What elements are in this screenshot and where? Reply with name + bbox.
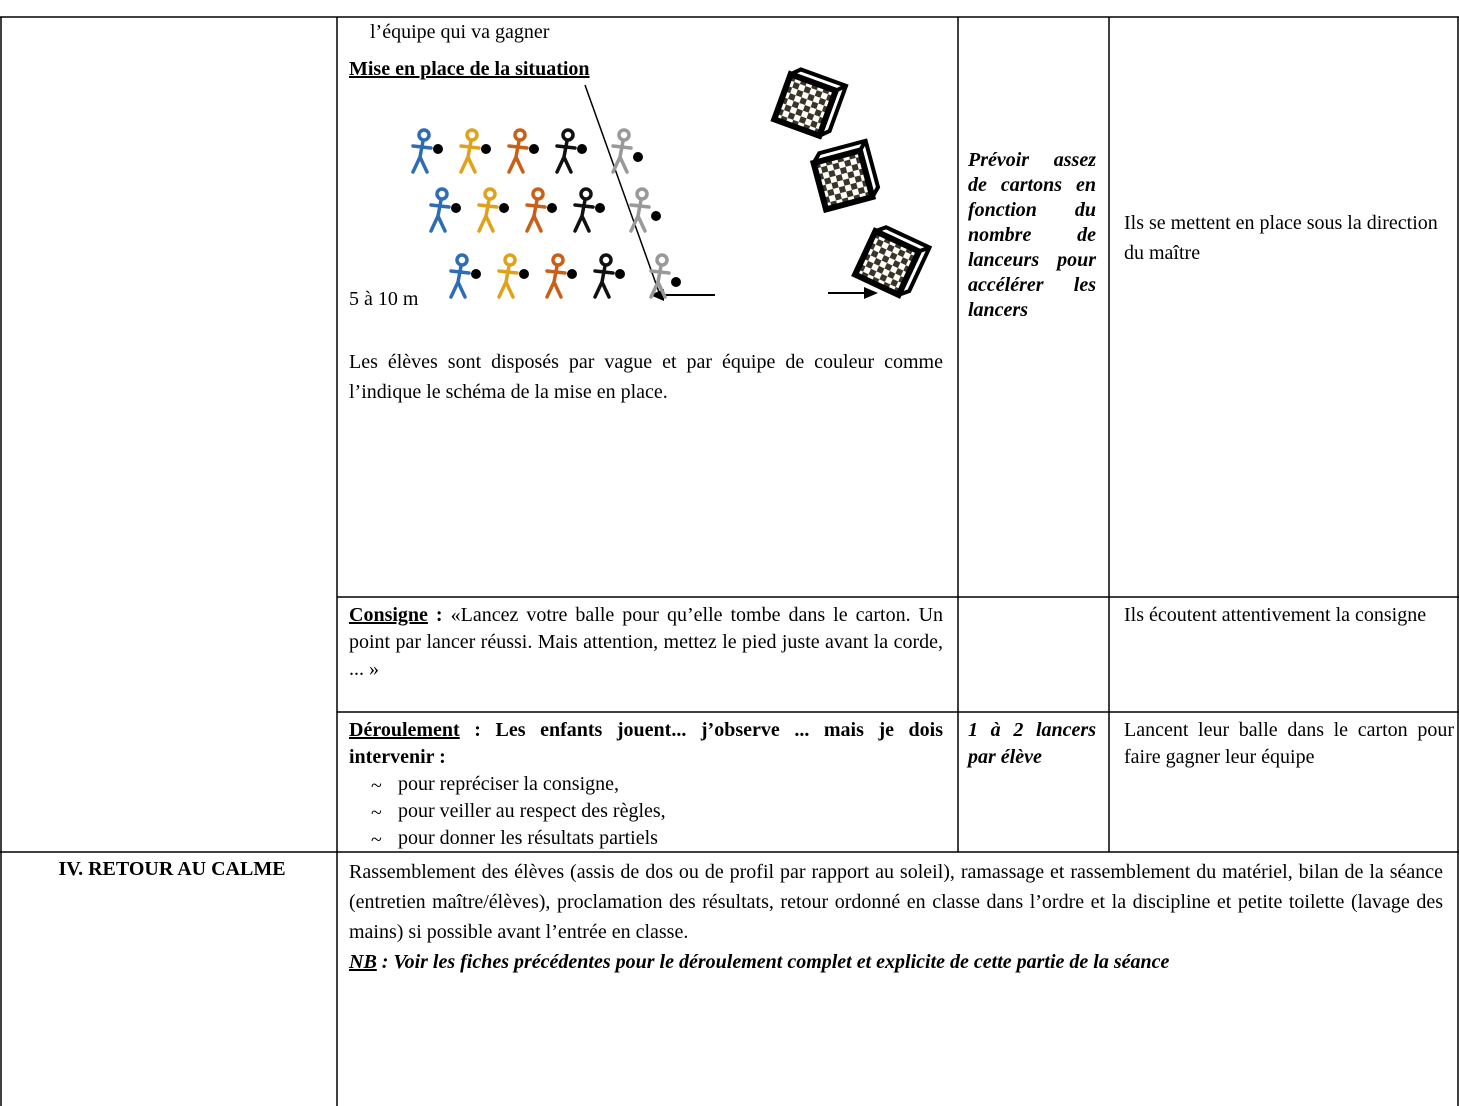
stick-figure <box>429 187 451 233</box>
setup-diagram <box>411 67 933 301</box>
stick-figure <box>573 187 595 233</box>
stick-figure <box>649 253 671 299</box>
stick-figure <box>449 253 471 299</box>
note-label: NB <box>349 951 377 973</box>
box-icon <box>851 225 933 299</box>
colon: : <box>435 604 443 626</box>
table-borders <box>0 16 1459 1106</box>
stick-figure <box>545 253 567 299</box>
ball <box>633 152 643 162</box>
material-note: Prévoir assez de cartons en fonction du … <box>968 149 1096 321</box>
ball <box>651 211 661 221</box>
stick-figure <box>611 128 633 174</box>
section-heading: Mise en place de la situation <box>349 58 590 80</box>
closing-text: Rassemblement des élèves (assis de dos o… <box>349 861 1443 943</box>
ball <box>481 144 491 154</box>
list-item: pour veiller au respect des règles, <box>349 798 943 827</box>
stick-figure <box>629 187 651 233</box>
paragraph: Les élèves sont disposés par vague et pa… <box>349 351 943 403</box>
ball <box>519 269 529 279</box>
box-icon <box>770 67 849 140</box>
paragraph: Rassemblement des élèves (assis de dos o… <box>349 857 1443 977</box>
pupil-activity: Ils écoutent attentivement la consigne <box>1124 604 1427 626</box>
stick-figure <box>477 187 499 233</box>
ball <box>615 269 625 279</box>
ball <box>567 269 577 279</box>
pupil-activity: Ils se mettent en place sous la directio… <box>1124 212 1438 264</box>
ball <box>471 269 481 279</box>
section-heading: Déroulement <box>349 719 460 741</box>
instruction: «Lancez votre balle pour qu’elle tombe d… <box>349 604 944 680</box>
stick-figure <box>497 253 519 299</box>
ball <box>577 144 587 154</box>
ball <box>529 144 539 154</box>
ball <box>671 277 681 287</box>
section-heading: Consigne <box>349 604 428 626</box>
ball <box>499 203 509 213</box>
ball <box>433 144 443 154</box>
note-text: : Voir les fiches précédentes pour le dé… <box>381 951 1170 973</box>
ball <box>451 203 461 213</box>
list: pour repréciser la consigne, pour veille… <box>349 771 943 854</box>
ball <box>595 203 605 213</box>
stick-figure <box>555 128 577 174</box>
list-item: pour donner les résultats partiels <box>349 825 943 854</box>
heading-suffix: : <box>428 604 443 626</box>
pupil-activity: Lancent leur balle dans le carton pour f… <box>1124 719 1454 768</box>
stick-figure <box>411 128 433 174</box>
stick-figure <box>507 128 529 174</box>
stick-figure <box>593 253 615 299</box>
phase-title: IV. RETOUR AU CALME <box>58 858 286 880</box>
distance-label: 5 à 10 m <box>349 288 419 310</box>
paragraph: Consigne : «Lancez votre balle pour qu’e… <box>349 602 943 683</box>
material-note: 1 à 2 lancers par élève <box>968 719 1096 768</box>
box-icon <box>809 138 881 214</box>
list-item: pour repréciser la consigne, <box>349 771 943 800</box>
intro-text: : Les enfants jouent... j’observe ... ma… <box>349 719 944 768</box>
intro-text: l’équipe qui va gagner <box>370 21 550 43</box>
paragraph: Déroulement : Les enfants jouent... j’ob… <box>349 717 943 771</box>
ball <box>547 203 557 213</box>
stick-figure <box>459 128 481 174</box>
stick-figure <box>525 187 547 233</box>
